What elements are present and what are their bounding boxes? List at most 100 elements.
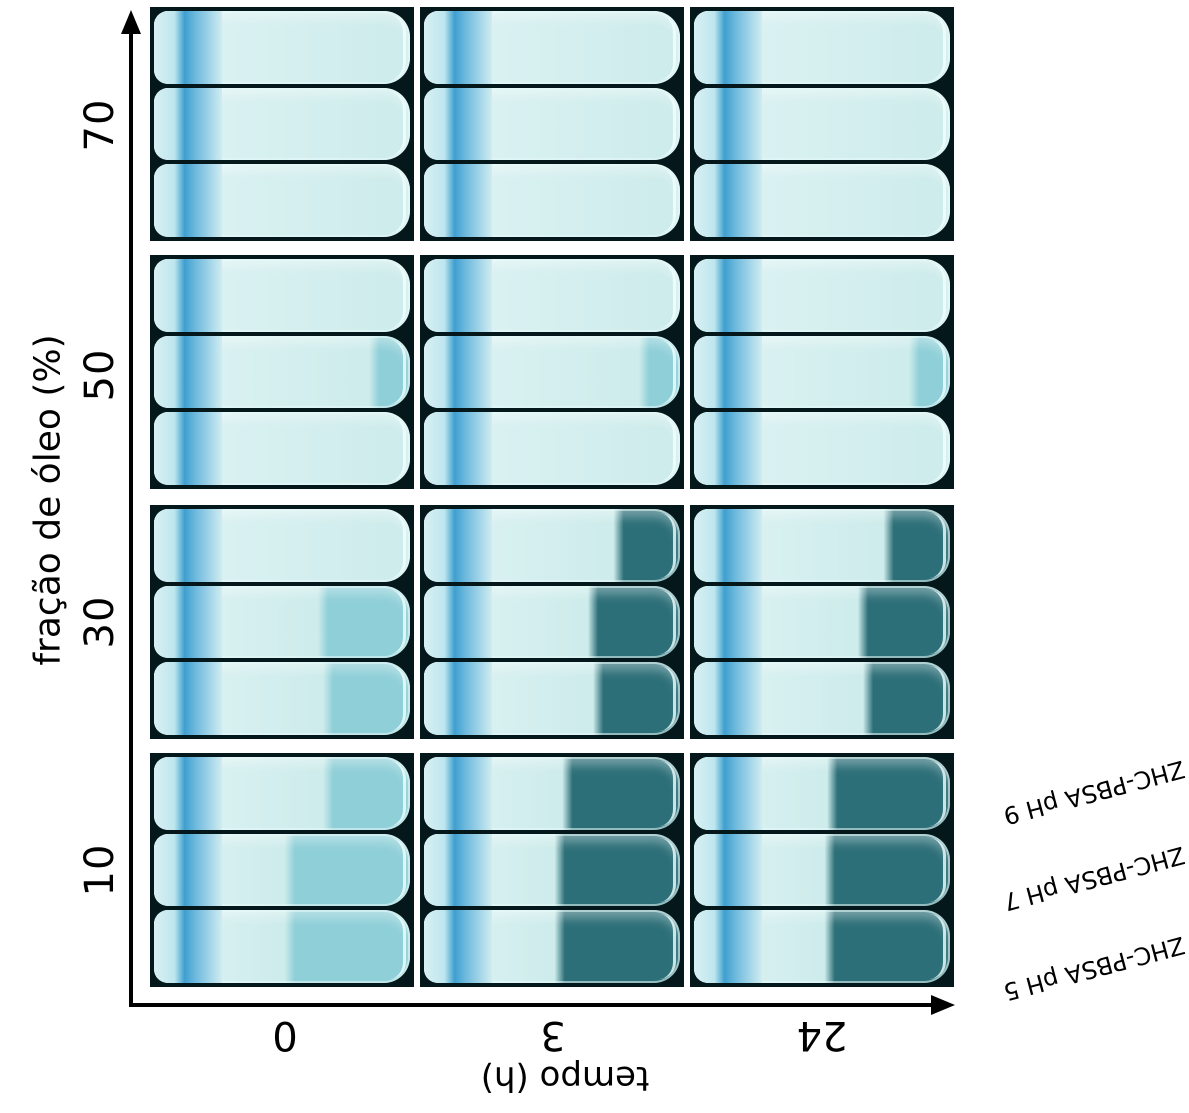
vial <box>694 585 950 659</box>
vial-cap <box>154 509 222 582</box>
vial-cap <box>694 259 762 332</box>
vial <box>154 412 410 485</box>
vial <box>424 164 680 237</box>
vial-cap <box>424 87 492 161</box>
y-axis-arrowhead <box>121 10 141 34</box>
vial <box>154 910 410 983</box>
vial <box>694 11 950 84</box>
vial-cap <box>694 509 762 582</box>
column-label-0: 0 <box>272 1012 298 1058</box>
vial-cap <box>424 585 492 659</box>
vial <box>424 662 680 735</box>
vial <box>154 164 410 237</box>
vial <box>154 757 410 830</box>
vial-bottom <box>659 761 676 826</box>
vial <box>424 87 680 161</box>
vial <box>424 757 680 830</box>
vial <box>154 585 410 659</box>
vial-bottom <box>929 15 946 80</box>
vial-cap <box>154 335 222 409</box>
vial <box>424 11 680 84</box>
vial-bottom <box>389 589 406 655</box>
vial-bottom <box>659 513 676 578</box>
vial-cap <box>154 259 222 332</box>
vial-cap <box>154 757 222 830</box>
vial-bottom <box>659 91 676 157</box>
vial-bottom <box>659 914 676 979</box>
vial-bottom <box>659 15 676 80</box>
vial-bottom <box>659 589 676 655</box>
vial-bottom <box>389 837 406 903</box>
vial-cap <box>154 164 222 237</box>
vial-cap <box>424 662 492 735</box>
vial-cap <box>424 509 492 582</box>
vial-bottom <box>929 837 946 903</box>
photo-panel-10-0 <box>150 753 414 987</box>
photo-panel-70-24 <box>690 7 954 241</box>
photo-panel-50-3 <box>420 255 684 489</box>
vial-cap <box>694 585 762 659</box>
vial-cap <box>424 910 492 983</box>
vial-bottom <box>929 666 946 731</box>
vial <box>424 335 680 409</box>
vial <box>424 585 680 659</box>
photo-panel-70-0 <box>150 7 414 241</box>
vial <box>154 662 410 735</box>
vial-cap <box>694 833 762 907</box>
vial <box>694 509 950 582</box>
vial-bottom <box>389 761 406 826</box>
vial <box>424 509 680 582</box>
vial <box>154 259 410 332</box>
vial-cap <box>154 585 222 659</box>
photo-panel-10-3 <box>420 753 684 987</box>
vial-cap <box>694 335 762 409</box>
vial-bottom <box>389 666 406 731</box>
vial-bottom <box>929 91 946 157</box>
vial <box>424 910 680 983</box>
vial <box>154 11 410 84</box>
vial <box>694 335 950 409</box>
vial <box>694 757 950 830</box>
vial <box>694 662 950 735</box>
vial <box>424 833 680 907</box>
vial-cap <box>694 412 762 485</box>
vial <box>694 259 950 332</box>
vial-cap <box>424 335 492 409</box>
vial-bottom <box>389 91 406 157</box>
vial-bottom <box>389 263 406 328</box>
vial-cap <box>154 910 222 983</box>
vial-bottom <box>659 339 676 405</box>
vial-cap <box>694 757 762 830</box>
vial-cap <box>424 757 492 830</box>
photo-panel-50-24 <box>690 255 954 489</box>
vial-bottom <box>389 15 406 80</box>
vial-cap <box>694 164 762 237</box>
vial-bottom <box>659 666 676 731</box>
vial-cap <box>154 11 222 84</box>
vial-bottom <box>659 168 676 233</box>
vial-cap <box>154 87 222 161</box>
photo-panel-70-3 <box>420 7 684 241</box>
vial-cap <box>694 11 762 84</box>
vial <box>694 164 950 237</box>
photo-panel-50-0 <box>150 255 414 489</box>
vial-cap <box>154 412 222 485</box>
vial <box>694 833 950 907</box>
column-label-3: 3 <box>540 1012 566 1058</box>
vial-bottom <box>929 168 946 233</box>
vial-cap <box>424 412 492 485</box>
vial-bottom <box>389 513 406 578</box>
vial-cap <box>694 662 762 735</box>
photo-panel-30-24 <box>690 505 954 739</box>
vial-bottom <box>929 761 946 826</box>
vial-cap <box>154 833 222 907</box>
vial <box>154 509 410 582</box>
photo-panel-30-3 <box>420 505 684 739</box>
vial <box>694 87 950 161</box>
vial-cap <box>694 910 762 983</box>
x-axis-title: tempo (h) <box>480 1058 650 1098</box>
vial-cap <box>424 164 492 237</box>
vial-cap <box>424 833 492 907</box>
vial-cap <box>424 11 492 84</box>
